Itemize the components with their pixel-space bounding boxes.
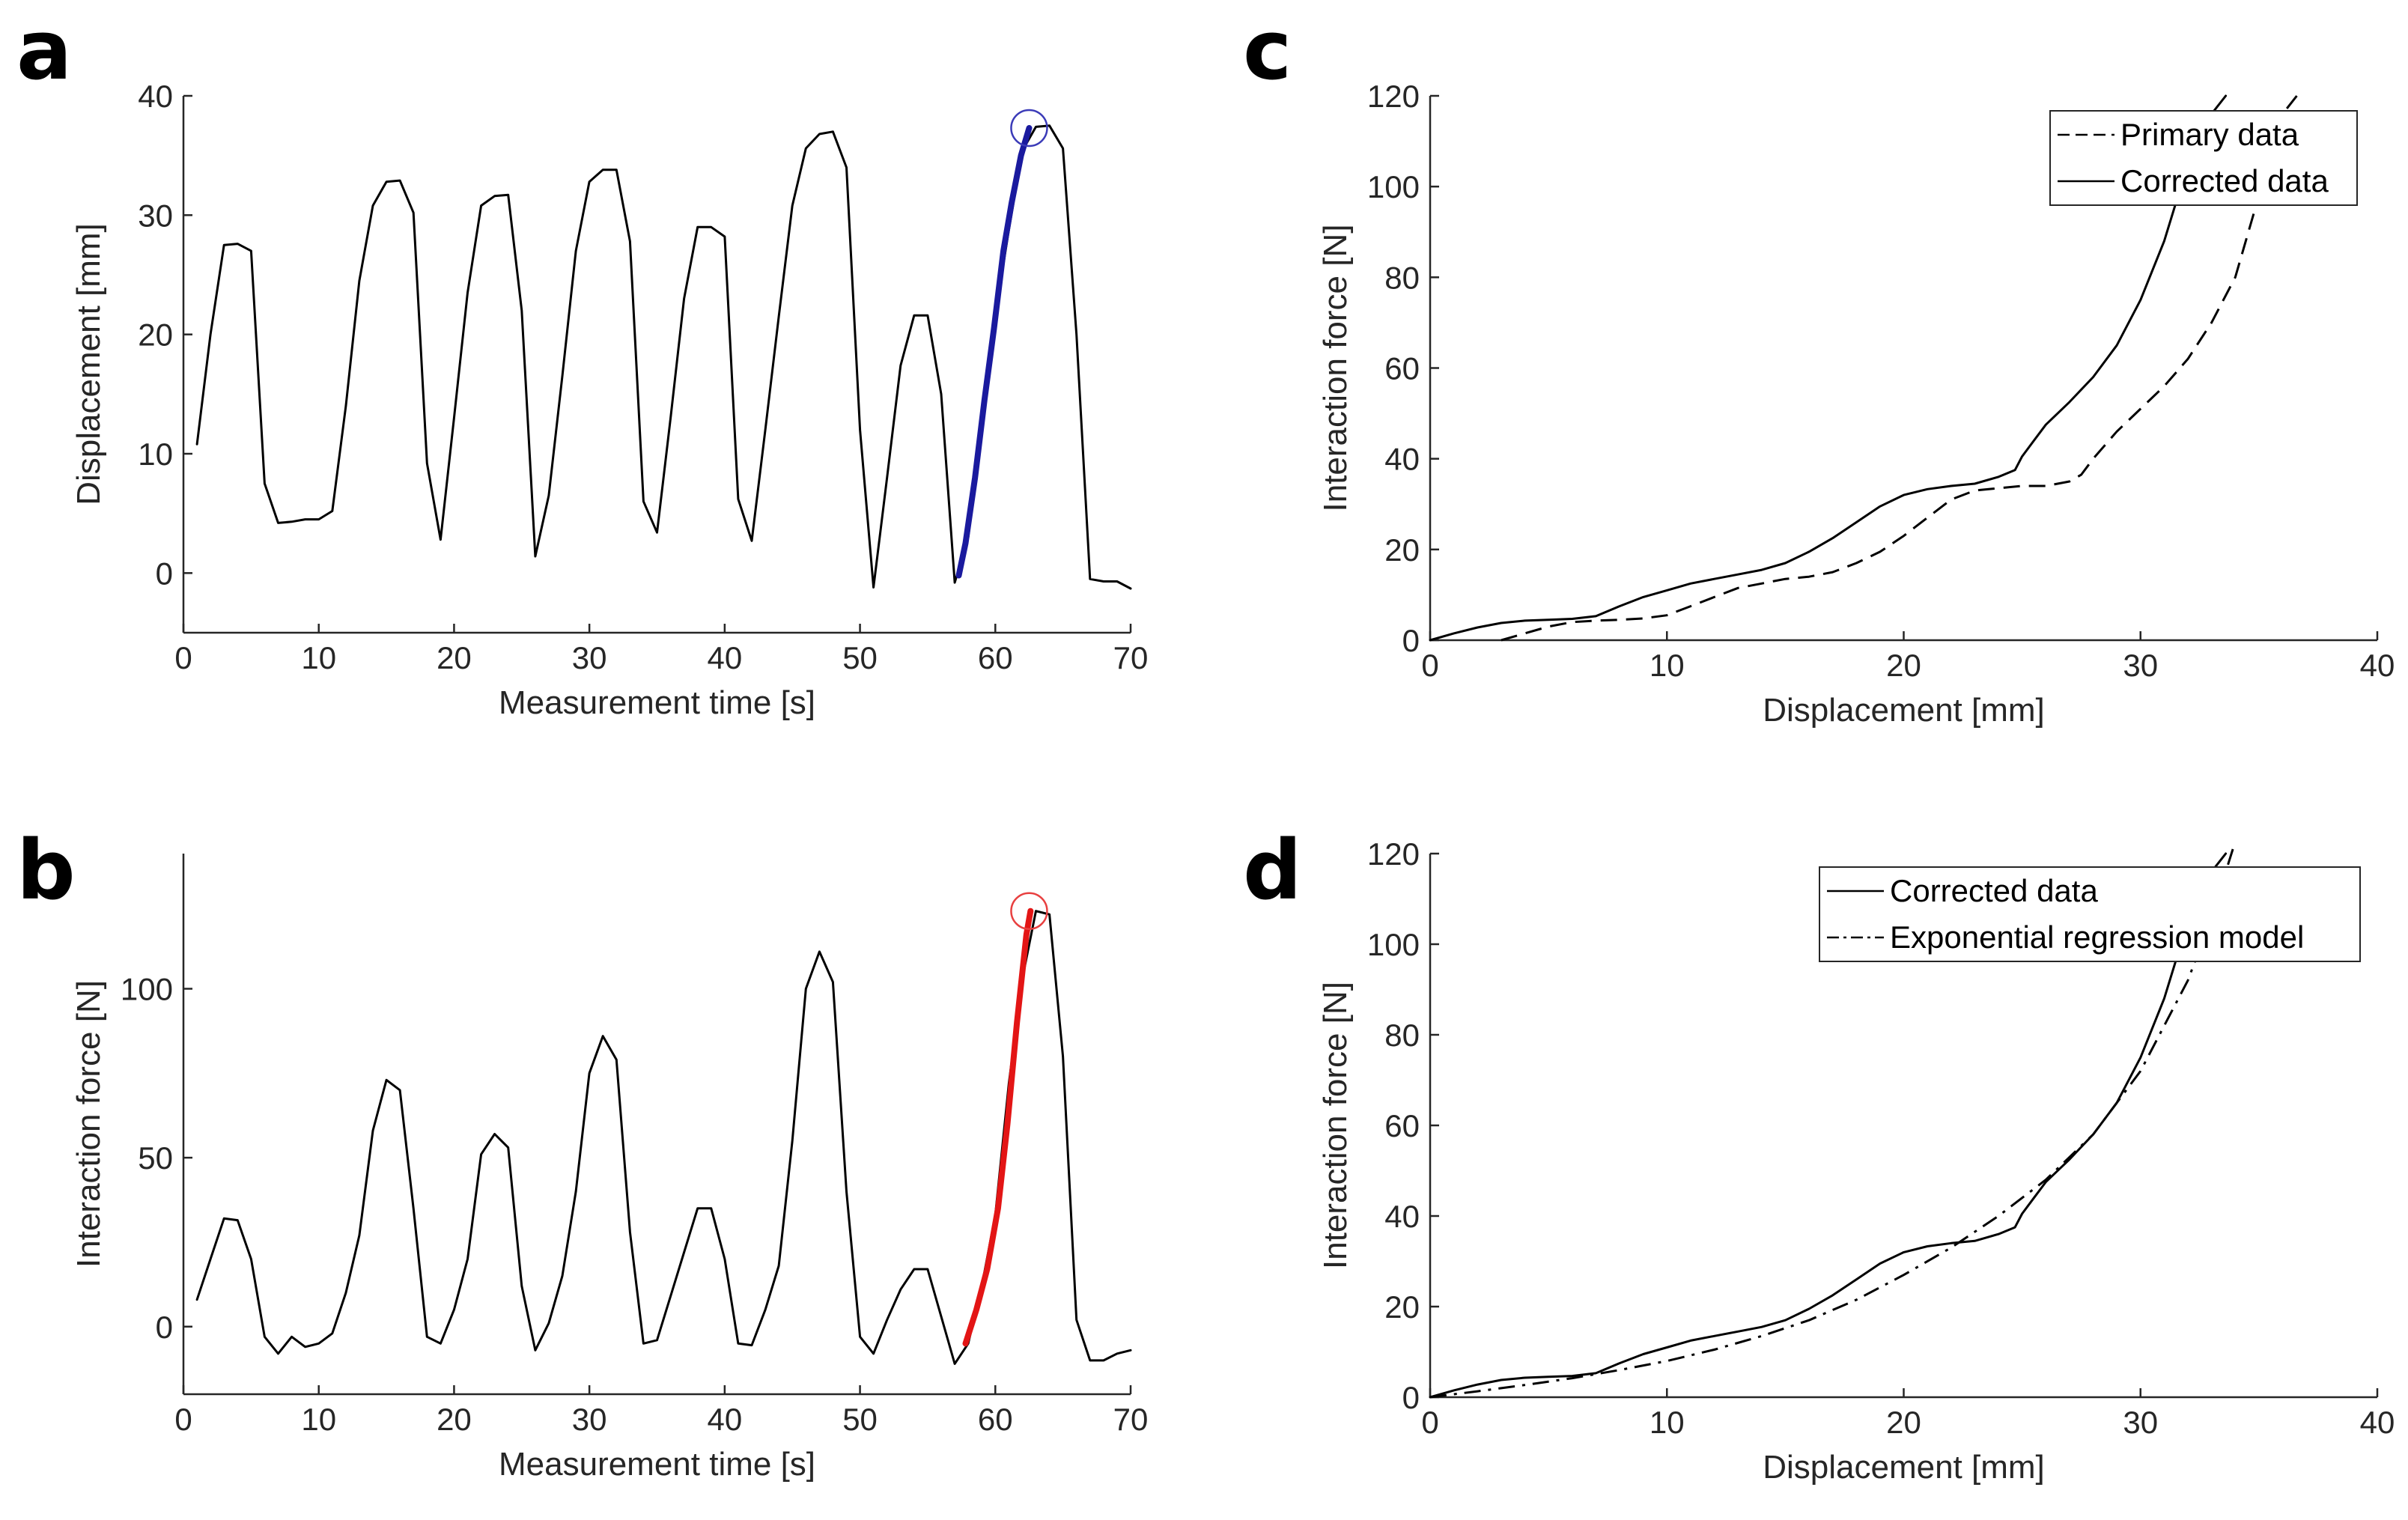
x-tick-label: 0 xyxy=(1421,1405,1438,1440)
series-line-1 xyxy=(195,910,1132,1365)
y-tick-label: 40 xyxy=(138,79,173,114)
panel-b-force-time-chart: b 0 10 20 30 40 50 60 70 0 50 100 Measurement time [… xyxy=(16,822,1148,1483)
x-tick-label: 30 xyxy=(572,1402,607,1437)
y-tick-label: 50 xyxy=(138,1140,173,1176)
x-tick-label: 20 xyxy=(437,640,472,675)
x-axis-label: Measurement time [s] xyxy=(499,684,815,721)
legend-entry: Exponential regression model xyxy=(1890,919,2304,955)
panel-d-regression-chart: d 0 10 20 30 40 0 20 40 60 80 100 120 Displacement [m… xyxy=(1243,822,2395,1486)
peak-marker-circle xyxy=(1010,109,1048,148)
y-tick-label: 80 xyxy=(1384,260,1420,295)
x-tick-label: 0 xyxy=(1421,648,1438,683)
panel-letter: b xyxy=(16,822,76,918)
series-line-2 xyxy=(955,125,1033,579)
panel-letter: a xyxy=(16,2,72,98)
y-axis-label: Interaction force [N] xyxy=(70,980,107,1268)
legend-entry: Corrected data xyxy=(2120,163,2329,198)
legend-box xyxy=(1819,866,2361,962)
legend-box xyxy=(2049,110,2358,206)
x-tick-label: 60 xyxy=(978,1402,1013,1437)
y-tick-label: 100 xyxy=(1367,927,1420,962)
x-tick-label: 30 xyxy=(572,640,607,675)
x-tick-label: 40 xyxy=(707,640,742,675)
x-tick-label: 40 xyxy=(2360,648,2395,683)
panel-letter: d xyxy=(1243,822,1302,918)
y-tick-label: 100 xyxy=(121,972,173,1007)
x-tick-label: 10 xyxy=(1650,1405,1685,1440)
panel-c-force-displacement-chart: c 0 10 20 30 40 0 20 40 60 80 100 120 Displacement [m… xyxy=(1243,2,2395,729)
panel-letter: c xyxy=(1243,2,1292,98)
y-tick-label: 120 xyxy=(1367,79,1420,114)
x-tick-label: 10 xyxy=(301,640,336,675)
y-tick-label: 20 xyxy=(138,317,173,353)
x-axis-label: Displacement [mm] xyxy=(1763,1449,2045,1486)
series-line-2 xyxy=(1429,94,2228,642)
x-tick-label: 40 xyxy=(2360,1405,2395,1440)
peak-marker-circle xyxy=(1010,892,1048,930)
x-tick-label: 70 xyxy=(1113,640,1149,675)
y-tick-label: 60 xyxy=(1384,351,1420,386)
legend-entry: Primary data xyxy=(2120,117,2299,152)
series-line-2 xyxy=(962,908,1034,1347)
x-tick-label: 0 xyxy=(174,1402,192,1437)
y-axis-label: Interaction force [N] xyxy=(1317,982,1354,1269)
y-tick-label: 40 xyxy=(1384,1199,1420,1234)
x-tick-label: 0 xyxy=(174,640,192,675)
x-tick-label: 40 xyxy=(707,1402,742,1437)
y-tick-label: 100 xyxy=(1367,169,1420,204)
y-tick-label: 0 xyxy=(156,556,173,591)
x-axis-label: Measurement time [s] xyxy=(499,1446,815,1483)
panel-a-displacement-time-chart: a 0 10 20 30 40 50 60 70 0 10 20 30 40 Measurement tim… xyxy=(16,2,1148,721)
x-tick-label: 30 xyxy=(2123,1405,2158,1440)
y-tick-label: 80 xyxy=(1384,1018,1420,1053)
y-tick-label: 40 xyxy=(1384,442,1420,477)
y-axis-label: Displacement [mm] xyxy=(70,223,107,505)
x-tick-label: 20 xyxy=(1886,1405,1921,1440)
y-tick-label: 60 xyxy=(1384,1108,1420,1143)
x-tick-label: 20 xyxy=(437,1402,472,1437)
y-tick-label: 30 xyxy=(138,198,173,233)
y-tick-label: 0 xyxy=(1402,623,1420,658)
x-tick-label: 50 xyxy=(842,640,878,675)
y-tick-label: 120 xyxy=(1367,836,1420,872)
y-tick-label: 20 xyxy=(1384,532,1420,568)
y-tick-label: 0 xyxy=(1402,1380,1420,1415)
series-line-2 xyxy=(1429,848,2234,1399)
x-axis-label: Displacement [mm] xyxy=(1763,692,2045,729)
x-tick-label: 20 xyxy=(1886,648,1921,683)
y-tick-label: 10 xyxy=(138,437,173,472)
y-axis-label: Interaction force [N] xyxy=(1317,225,1354,512)
x-tick-label: 10 xyxy=(301,1402,336,1437)
y-tick-label: 20 xyxy=(1384,1289,1420,1325)
x-tick-label: 70 xyxy=(1113,1402,1149,1437)
y-tick-label: 0 xyxy=(156,1310,173,1345)
x-tick-label: 50 xyxy=(842,1402,878,1437)
x-tick-label: 10 xyxy=(1650,648,1685,683)
x-tick-label: 60 xyxy=(978,640,1013,675)
x-tick-label: 30 xyxy=(2123,648,2158,683)
legend-entry: Corrected data xyxy=(1890,873,2098,908)
series-line-1 xyxy=(1501,95,2298,642)
